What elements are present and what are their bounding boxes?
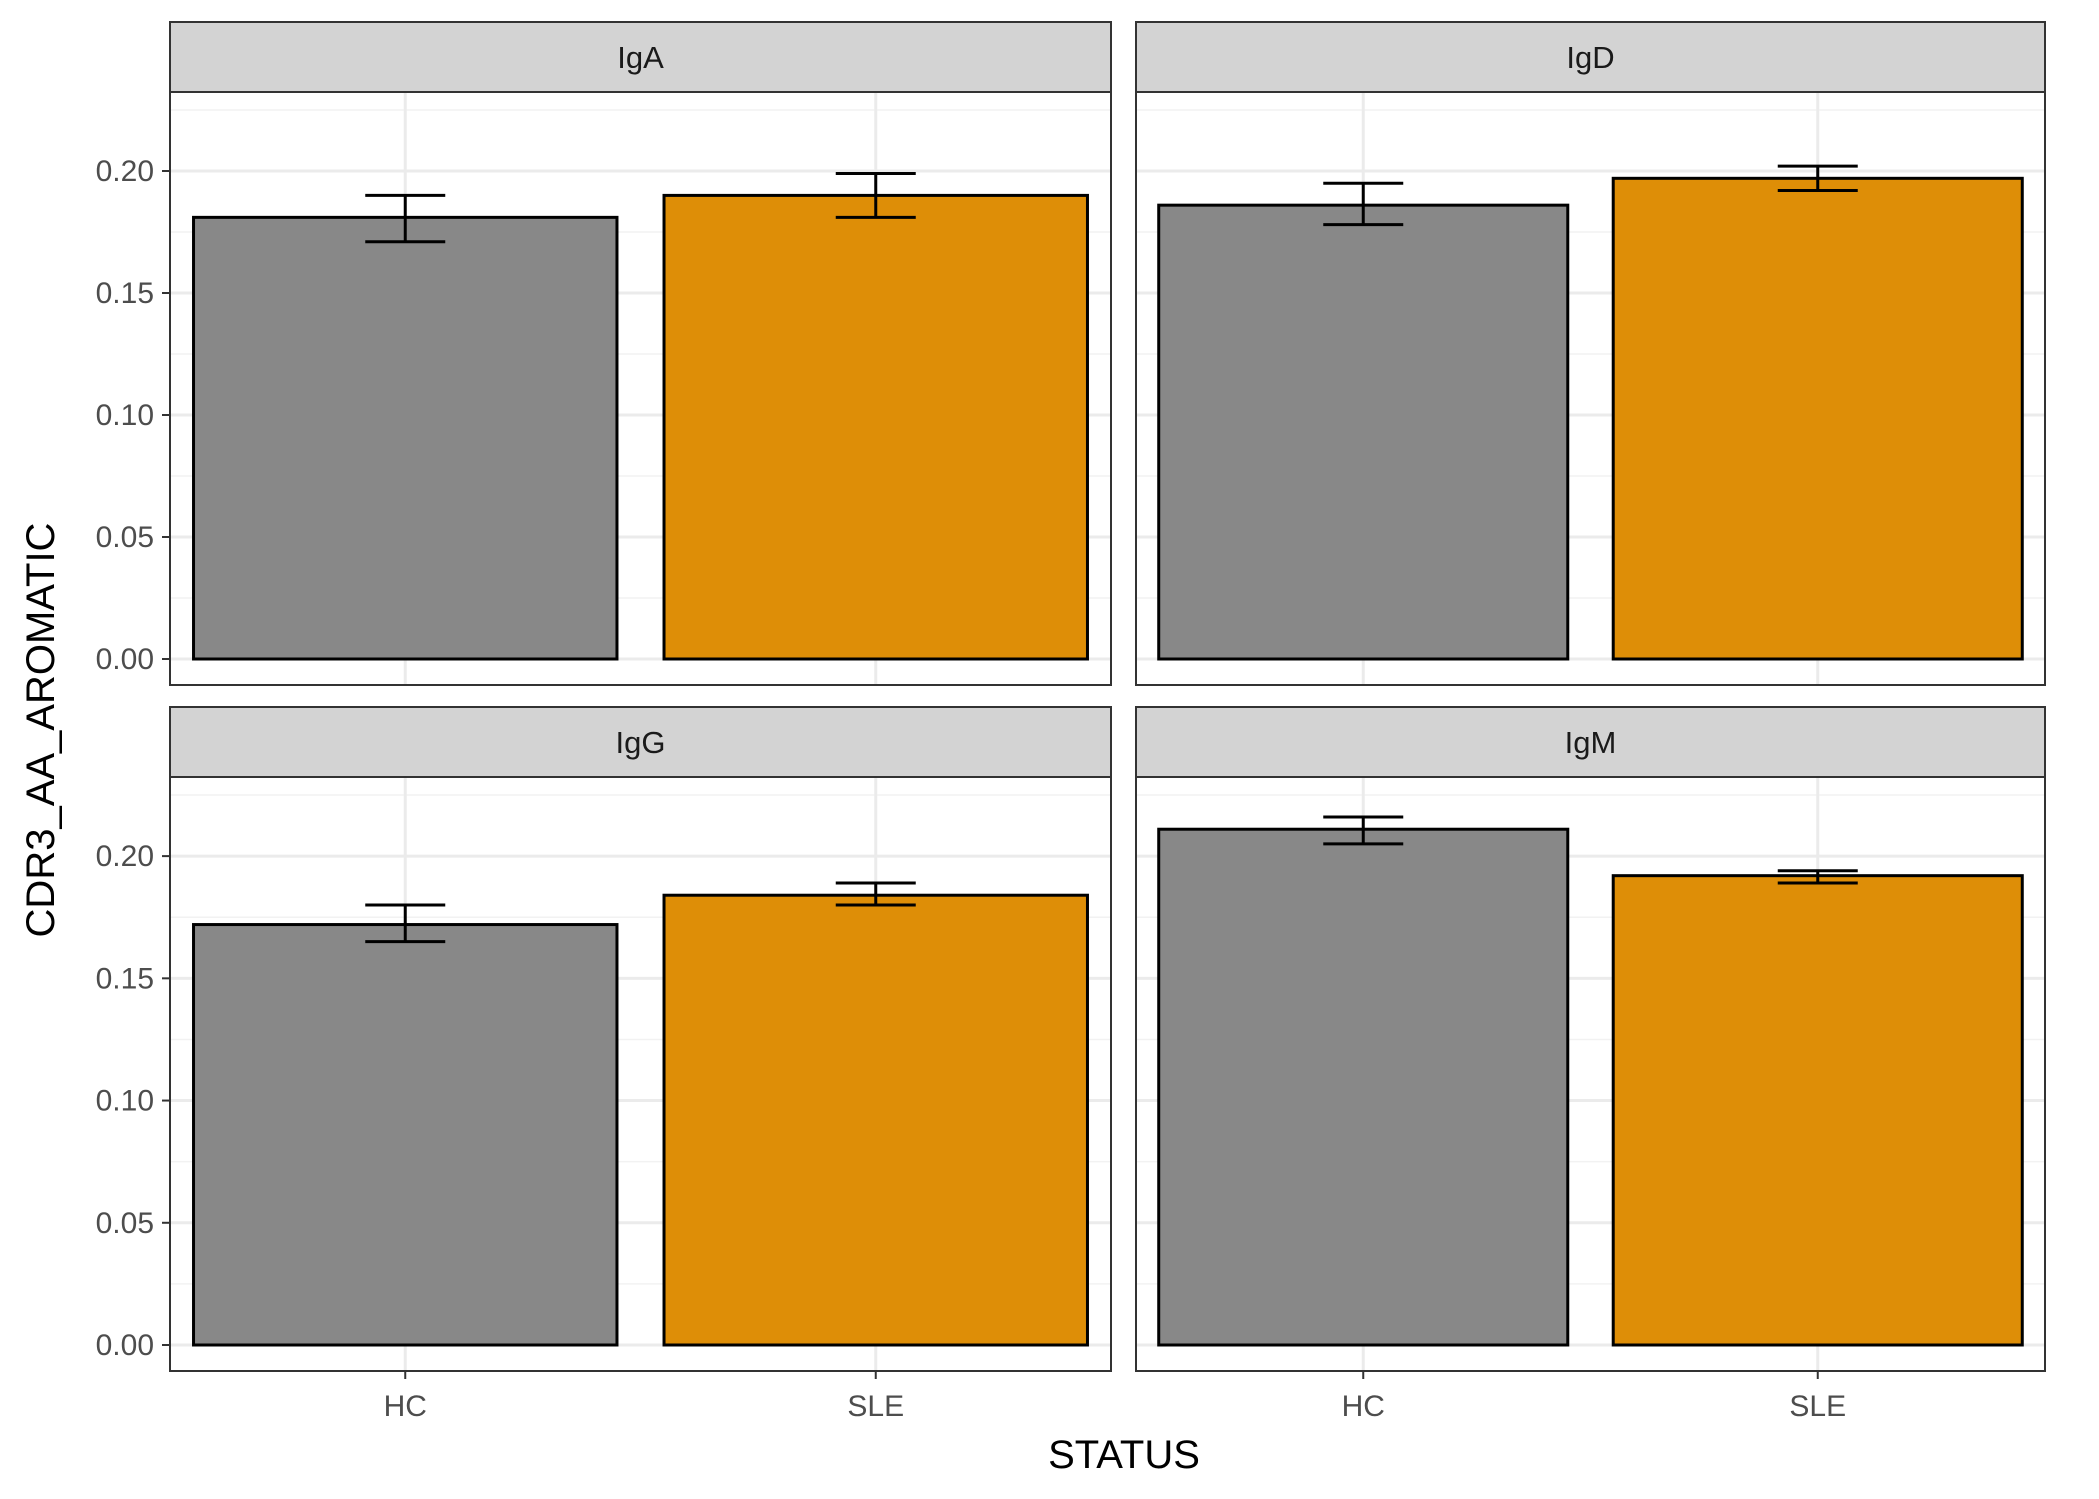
bar-hc	[1157, 827, 1570, 1347]
panels-layer: IgA 0.00 0.05 0.10 0.15 0.20 IgD IgG 0.00 0.05 0.1…	[96, 21, 2046, 1423]
facet-panel-igm: IgM HC SLE	[1135, 706, 2046, 1423]
x-tick-label: SLE	[847, 1390, 904, 1423]
x-tick-label: HC	[384, 1390, 427, 1423]
bar-sle	[662, 193, 1089, 661]
facet-strip	[169, 706, 1112, 778]
x-tick-label: HC	[1342, 1390, 1385, 1423]
panel-border	[169, 776, 1112, 1372]
panel-border	[169, 91, 1112, 686]
error-bar-sle	[1777, 164, 1858, 193]
y-tick-label: 0.10	[96, 1085, 154, 1118]
bar-sle	[1611, 874, 2024, 1347]
facet-strip	[1135, 706, 2046, 778]
facet-strip-label: IgM	[1565, 725, 1617, 760]
facet-panel-iga: IgA 0.00 0.05 0.10 0.15 0.20	[96, 21, 1112, 686]
y-tick-label: 0.15	[96, 962, 154, 995]
y-tick-label: 0.05	[96, 1207, 154, 1240]
facet-strip-label: IgD	[1566, 40, 1614, 75]
x-axis-title: STATUS	[1048, 1433, 1200, 1477]
y-tick-label: 0.20	[96, 840, 154, 873]
facet-strip	[1135, 21, 2046, 93]
error-bar-hc	[1323, 181, 1404, 227]
error-bar-sle	[835, 881, 916, 907]
x-tick-label: SLE	[1789, 1390, 1846, 1423]
y-tick-label: 0.20	[96, 155, 154, 188]
y-tick-label: 0.05	[96, 521, 154, 554]
facet-strip	[169, 21, 1112, 93]
y-tick-label: 0.15	[96, 277, 154, 310]
bar-hc	[1157, 203, 1570, 661]
y-tick-label: 0.10	[96, 399, 154, 432]
facet-strip-label: IgG	[616, 725, 666, 760]
facet-panel-igg: IgG 0.00 0.05 0.10 0.15 0.20 HC SLE	[96, 706, 1112, 1423]
y-axis-title: CDR3_AA_AROMATIC	[19, 523, 63, 938]
bar-hc	[192, 215, 619, 661]
error-bar-hc	[365, 193, 446, 244]
facet-strip-label: IgA	[617, 40, 664, 75]
error-bar-hc	[1323, 815, 1404, 846]
panel-border	[1135, 776, 2046, 1372]
error-bar-hc	[365, 903, 446, 944]
bar-sle	[662, 893, 1089, 1347]
error-bar-sle	[1777, 869, 1858, 885]
facet-panel-igd: IgD	[1135, 21, 2046, 686]
y-tick-label: 0.00	[96, 1329, 154, 1362]
error-bar-sle	[835, 171, 916, 219]
bar-sle	[1611, 176, 2024, 661]
y-tick-label: 0.00	[96, 643, 154, 676]
bar-hc	[192, 923, 619, 1347]
panel-border	[1135, 91, 2046, 686]
